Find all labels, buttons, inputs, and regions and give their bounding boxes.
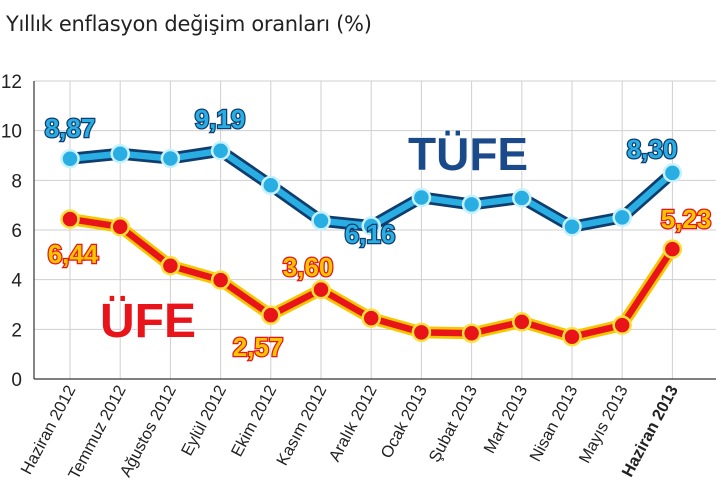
x-tick-label: Ekim 2012 — [228, 382, 280, 459]
data-point — [110, 217, 130, 237]
data-label: 2,57 — [233, 332, 284, 362]
data-point — [210, 141, 231, 161]
data-point — [662, 239, 683, 259]
y-tick-label: 6 — [11, 221, 22, 242]
x-tick-label: Ocak 2013 — [378, 382, 431, 461]
y-tick-label: 4 — [11, 271, 22, 292]
series-names: TÜFE ÜFE — [99, 127, 529, 349]
data-point — [461, 194, 482, 215]
data-label: 8,30 — [627, 134, 678, 164]
x-tick-label: Aralık 2012 — [326, 382, 381, 464]
data-point — [662, 163, 683, 183]
data-point — [60, 148, 80, 169]
data-label: 8,87 — [45, 113, 96, 143]
data-point — [160, 256, 181, 276]
data-label: 6,44 — [48, 239, 99, 269]
data-point — [512, 312, 532, 332]
data-point — [110, 144, 130, 164]
series-name-label: ÜFE — [100, 295, 196, 348]
y-tick-label: 10 — [1, 122, 22, 143]
data-label: 5,23 — [661, 204, 712, 234]
data-point — [361, 308, 381, 328]
data-point — [612, 207, 632, 228]
data-point — [411, 322, 432, 343]
data-label: 3,60 — [283, 252, 334, 282]
series — [60, 141, 683, 347]
data-point — [261, 175, 281, 196]
x-tick-label: Mart 2013 — [481, 382, 532, 456]
data-point — [411, 187, 432, 208]
data-point — [512, 188, 532, 208]
data-point — [311, 279, 331, 300]
x-tick-label: Nisan 2013 — [526, 382, 581, 464]
data-point — [210, 270, 231, 290]
x-tick-label: Şubat 2013 — [426, 382, 482, 465]
data-point — [311, 211, 331, 231]
data-point — [612, 315, 632, 335]
x-tick-label: Kasım 2012 — [273, 382, 330, 468]
data-label: 6,16 — [345, 219, 396, 249]
data-point — [562, 217, 582, 237]
data-labels: 8,87 9,19 6,16 8,30 6,44 2,57 3,60 5,23 — [43, 103, 712, 364]
chart-title: Yıllık enflasyon değişim oranları (%) — [6, 12, 372, 36]
y-tick-label: 8 — [11, 171, 22, 192]
x-tick-label: Eylül 2012 — [178, 382, 230, 458]
y-tick-label: 12 — [1, 72, 22, 93]
data-point — [361, 216, 381, 236]
x-tick-label: Mayıs 2013 — [576, 382, 632, 466]
data-point — [60, 209, 80, 229]
y-axis-ticks: 0 2 4 6 8 10 12 — [1, 72, 23, 391]
data-point — [562, 327, 582, 347]
data-label: 9,19 — [195, 104, 246, 134]
data-point — [461, 323, 482, 344]
y-tick-label: 2 — [11, 320, 22, 341]
y-tick-label: 0 — [11, 370, 22, 391]
data-point — [160, 148, 181, 169]
data-point — [261, 305, 281, 325]
grid — [33, 80, 716, 380]
series-name-label: TÜFE — [408, 128, 528, 180]
